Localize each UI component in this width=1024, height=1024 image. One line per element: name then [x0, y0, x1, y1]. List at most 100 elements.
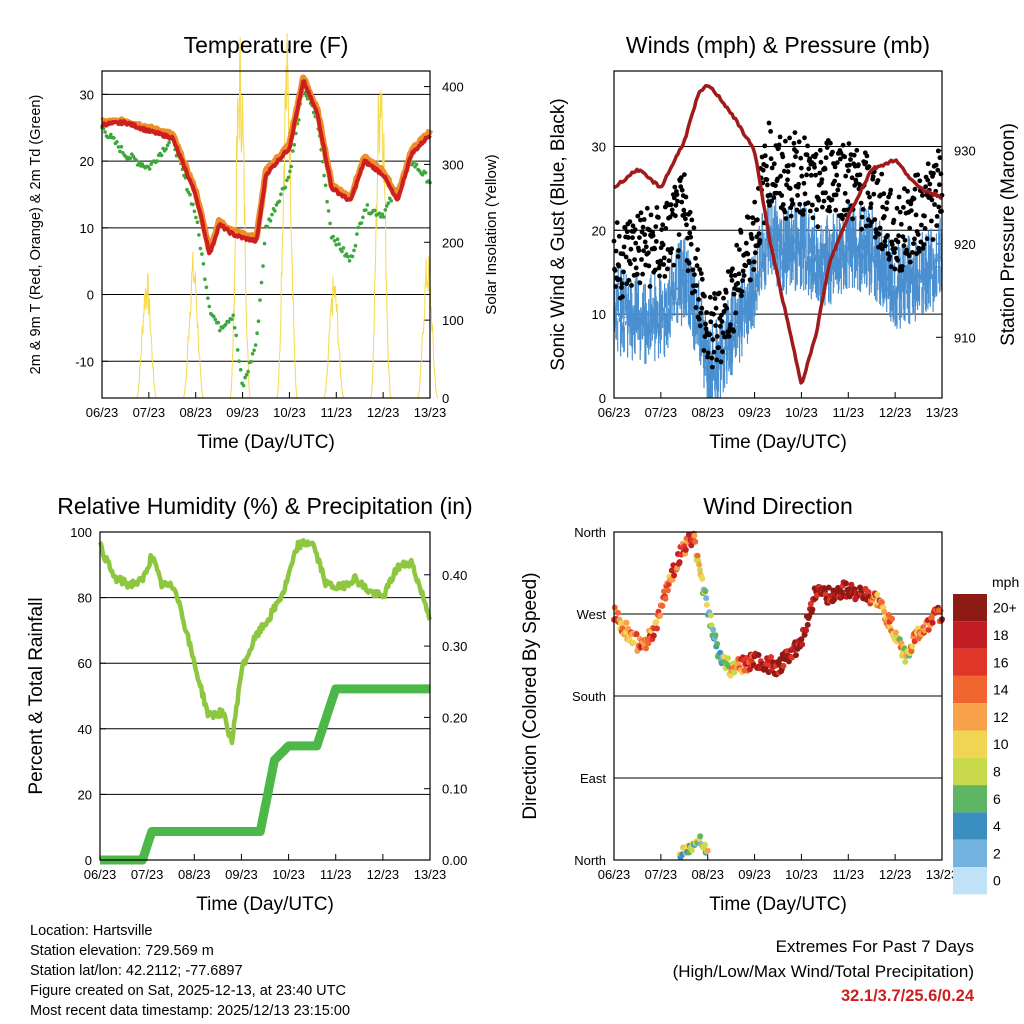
gust-point — [719, 319, 725, 324]
y-axis-label: Percent & Total Rainfall — [26, 597, 47, 794]
dewpoint-point — [212, 314, 216, 319]
gust-point — [789, 197, 795, 203]
gust-point — [895, 239, 901, 245]
gust-point — [866, 164, 872, 170]
gust-point — [881, 214, 887, 219]
created-text: Figure created on Sat, 2025-12-13, at 23… — [30, 983, 346, 999]
colorbar-swatch — [953, 757, 987, 786]
colorbar-swatch — [953, 730, 987, 758]
gust-point — [796, 181, 801, 187]
plot-area — [99, 32, 439, 399]
gust-point — [665, 247, 671, 252]
dewpoint-point — [262, 241, 267, 246]
gust-point — [869, 219, 874, 225]
gust-point — [850, 216, 855, 222]
gust-point — [731, 291, 737, 297]
dewpoint-point — [355, 232, 359, 236]
gust-point — [829, 197, 835, 203]
dewpoint-point — [159, 153, 164, 158]
x-tick-label: 11/23 — [832, 405, 864, 420]
gust-point — [682, 211, 688, 217]
direction-point — [630, 639, 637, 646]
dewpoint-point — [203, 277, 207, 282]
gust-point — [817, 147, 823, 153]
gust-point — [929, 218, 934, 224]
dewpoint-point — [350, 254, 355, 259]
colorbar-label: 0 — [993, 873, 1001, 889]
dewpoint-point — [118, 149, 122, 154]
gust-point — [676, 248, 681, 253]
gust-point — [911, 241, 916, 247]
dewpoint-point — [268, 219, 273, 223]
gust-point — [901, 243, 907, 249]
dewpoint-point — [380, 212, 385, 216]
gust-point — [695, 247, 700, 253]
y-tick-label: North — [574, 525, 606, 540]
gust-point — [812, 164, 817, 170]
gust-point — [807, 208, 813, 214]
dewpoint-point — [332, 239, 337, 243]
direction-point — [614, 609, 621, 616]
direction-point — [701, 841, 708, 848]
dewpoint-point — [259, 280, 264, 285]
gust-point — [738, 230, 744, 235]
gust-point — [823, 155, 829, 161]
y-tick-label: East — [580, 771, 606, 786]
direction-point — [746, 666, 753, 673]
gust-point — [724, 305, 730, 311]
gust-point — [696, 316, 702, 322]
gust-point — [686, 260, 692, 266]
gust-point — [671, 262, 677, 268]
direction-point — [633, 631, 640, 638]
dewpoint-point — [188, 192, 192, 197]
y-tick-label: 10 — [592, 307, 606, 322]
gust-point — [798, 155, 804, 161]
colorbar-label: 20+ — [993, 600, 1017, 616]
gust-point — [863, 223, 869, 229]
gust-point — [710, 337, 716, 342]
right-axis-label: Solar Insolation (Yellow) — [483, 154, 500, 314]
dewpoint-point — [197, 233, 201, 237]
colorbar-label: 12 — [993, 709, 1009, 725]
gust-point — [676, 232, 682, 238]
gust-point — [916, 249, 922, 254]
x-axis-label: Time (Day/UTC) — [709, 894, 847, 915]
gust-point — [899, 264, 905, 269]
right-tick-label: 300 — [442, 157, 464, 172]
gust-point — [906, 253, 912, 259]
dewpoint-point — [235, 348, 240, 352]
gust-point — [937, 155, 943, 161]
direction-point — [691, 532, 698, 539]
gust-point — [626, 277, 632, 283]
gust-point — [859, 214, 865, 220]
gust-point — [802, 135, 807, 141]
x-tick-label: 11/23 — [832, 867, 864, 882]
dewpoint-point — [270, 212, 274, 217]
gust-point — [622, 225, 628, 231]
plot-area — [611, 83, 945, 398]
x-axis-label: Time (Day/UTC) — [196, 894, 334, 915]
gust-point — [849, 175, 855, 181]
gust-point — [691, 225, 697, 231]
gust-point — [755, 217, 760, 223]
gust-point — [687, 230, 693, 236]
y-axis-label: 2m & 9m T (Red, Orange) & 2m Td (Green) — [28, 95, 44, 375]
gust-point — [905, 188, 910, 194]
dewpoint-point — [389, 198, 394, 203]
direction-point — [703, 601, 710, 608]
gust-point — [703, 321, 708, 327]
y-tick-label: 40 — [78, 722, 92, 737]
gust-point — [719, 312, 724, 318]
gust-point — [633, 240, 639, 246]
colorbar-swatch — [953, 675, 987, 704]
gust-point — [780, 154, 786, 160]
x-tick-label: 09/23 — [738, 405, 771, 420]
direction-point — [842, 580, 849, 587]
gust-point — [703, 326, 709, 332]
gust-point — [705, 354, 710, 360]
gust-point — [918, 239, 924, 245]
gust-point — [902, 237, 908, 243]
right-tick-label: 0.00 — [442, 853, 467, 868]
insolation-line — [182, 251, 205, 399]
gust-point — [638, 217, 643, 223]
